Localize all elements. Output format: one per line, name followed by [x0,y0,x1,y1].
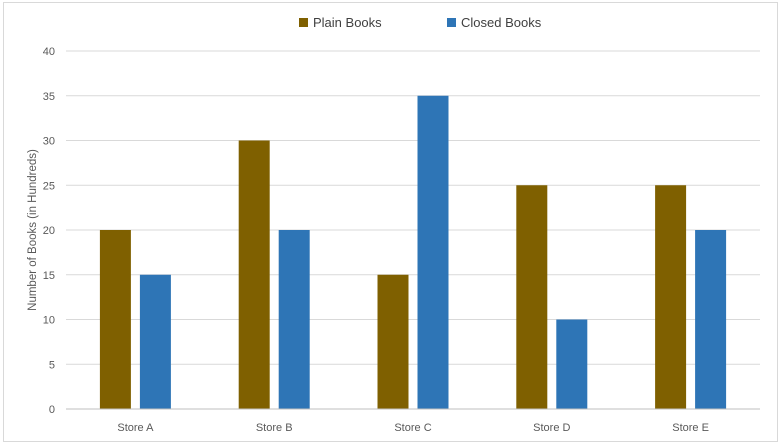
y-axis-ticks: 0 5 10 15 20 25 30 35 40 [43,46,55,416]
legend: Plain Books Closed Books [299,15,542,30]
y-tick-label: 20 [43,225,55,237]
legend-swatch [299,18,308,27]
bar-closed-books-store-b [278,230,310,409]
y-tick-label: 35 [43,91,55,103]
y-axis-label: Number of Books (in Hundreds) [27,149,39,311]
y-tick-label: 5 [49,359,55,371]
x-tick-label: Store C [394,422,431,434]
y-tick-label: 15 [43,270,55,282]
bar-plain-books-store-e [655,185,687,409]
bar-closed-books-store-a [139,274,171,409]
bar-closed-books-store-e [695,230,727,409]
y-tick-label: 0 [49,404,55,416]
y-tick-label: 10 [43,315,55,327]
y-tick-label: 25 [43,180,55,192]
bar-closed-books-store-d [556,319,588,409]
bar-plain-books-store-c [377,274,409,409]
bar-plain-books-store-a [99,230,131,409]
x-axis-ticks: Store A Store B Store C Store D Store E [117,422,709,434]
gridlines [66,50,760,365]
bar-plain-books-store-d [516,185,548,409]
legend-label: Plain Books [313,15,382,30]
x-tick-label: Store E [672,422,709,434]
legend-swatch [447,18,456,27]
y-tick-label: 40 [43,46,55,58]
bars [99,95,727,409]
bar-closed-books-store-c [417,95,449,409]
x-tick-label: Store A [117,422,154,434]
x-tick-label: Store D [533,422,570,434]
legend-label: Closed Books [461,15,542,30]
x-tick-label: Store B [256,422,293,434]
bar-plain-books-store-b [238,140,270,409]
y-tick-label: 30 [43,136,55,148]
